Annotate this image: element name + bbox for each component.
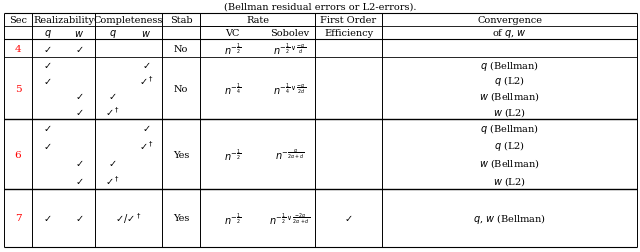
Text: $\checkmark$: $\checkmark$ [75,214,83,223]
Text: Realizability: Realizability [33,16,94,25]
Text: Rate: Rate [246,16,269,25]
Text: $\checkmark$: $\checkmark$ [44,44,52,53]
Text: First Order: First Order [321,16,376,25]
Text: $n^{-\frac{1}{2}\vee\frac{-\alpha}{d}}$: $n^{-\frac{1}{2}\vee\frac{-\alpha}{d}}$ [273,41,307,56]
Text: 6: 6 [15,150,21,159]
Text: Completeness: Completeness [94,16,163,25]
Text: $q$, $w$ (Bellman): $q$, $w$ (Bellman) [473,211,546,225]
Text: $\checkmark^\dagger$: $\checkmark^\dagger$ [139,75,154,87]
Text: $q$ (Bellman): $q$ (Bellman) [480,121,539,135]
Text: of $q$, $w$: of $q$, $w$ [492,27,527,40]
Text: $\checkmark$: $\checkmark$ [108,92,116,101]
Text: Sobolev: Sobolev [271,29,310,38]
Text: $q$ (L2): $q$ (L2) [494,139,525,153]
Text: $q$ (L2): $q$ (L2) [494,74,525,88]
Text: $\checkmark$: $\checkmark$ [44,61,52,70]
Text: 5: 5 [15,84,21,93]
Text: $n^{-\frac{1}{2}}$: $n^{-\frac{1}{2}}$ [224,147,241,162]
Text: No: No [174,44,188,53]
Text: $\checkmark$: $\checkmark$ [344,214,353,223]
Text: 7: 7 [15,214,21,223]
Text: $q$: $q$ [44,27,51,39]
Text: $w$: $w$ [74,28,84,38]
Text: $q$ (Bellman): $q$ (Bellman) [480,58,539,73]
Text: Sec: Sec [9,16,27,25]
Text: $w$ (Bellman): $w$ (Bellman) [479,157,540,170]
Text: $w$ (Bellman): $w$ (Bellman) [479,90,540,103]
Text: Stab: Stab [170,16,192,25]
Text: $\checkmark$: $\checkmark$ [141,124,150,133]
Text: $w$ (L2): $w$ (L2) [493,174,526,187]
Text: $\checkmark$: $\checkmark$ [44,141,52,150]
Text: $\checkmark/\checkmark^\dagger$: $\checkmark/\checkmark^\dagger$ [115,211,141,226]
Text: $n^{-\frac{\alpha}{2\alpha+d}}$: $n^{-\frac{\alpha}{2\alpha+d}}$ [275,147,305,162]
Text: $n^{-\frac{1}{2}}$: $n^{-\frac{1}{2}}$ [224,210,241,226]
Text: $\checkmark$: $\checkmark$ [44,214,52,223]
Text: $\checkmark$: $\checkmark$ [75,176,83,185]
Text: Convergence: Convergence [477,16,542,25]
Text: $n^{-\frac{1}{4}\vee\frac{-\alpha}{2d}}$: $n^{-\frac{1}{4}\vee\frac{-\alpha}{2d}}$ [273,81,307,97]
Text: VC: VC [225,29,240,38]
Text: (Bellman residual errors or L2-errors).: (Bellman residual errors or L2-errors). [224,3,416,11]
Text: $n^{-\frac{1}{2}}$: $n^{-\frac{1}{2}}$ [224,41,241,56]
Text: $\checkmark^\dagger$: $\checkmark^\dagger$ [105,106,120,118]
Text: 4: 4 [15,44,21,53]
Text: Efficiency: Efficiency [324,29,373,38]
Text: $w$ (L2): $w$ (L2) [493,105,526,118]
Text: $n^{-\frac{1}{2}\vee\frac{-2\alpha}{2\alpha+d}}$: $n^{-\frac{1}{2}\vee\frac{-2\alpha}{2\al… [269,210,310,226]
Text: $\checkmark$: $\checkmark$ [75,44,83,53]
Text: Yes: Yes [173,214,189,223]
Text: $\checkmark$: $\checkmark$ [44,124,52,133]
Text: $\checkmark$: $\checkmark$ [75,159,83,168]
Text: $\checkmark$: $\checkmark$ [75,92,83,101]
Text: $\checkmark$: $\checkmark$ [141,61,150,70]
Text: $\checkmark$: $\checkmark$ [108,159,116,168]
Text: $n^{-\frac{1}{4}}$: $n^{-\frac{1}{4}}$ [224,81,241,97]
Text: $q$: $q$ [109,27,116,39]
Text: $\checkmark^\dagger$: $\checkmark^\dagger$ [139,140,154,151]
Text: No: No [174,84,188,93]
Text: $w$: $w$ [141,28,151,38]
Text: Yes: Yes [173,150,189,159]
Text: $\checkmark^\dagger$: $\checkmark^\dagger$ [105,175,120,186]
Text: $\checkmark$: $\checkmark$ [44,76,52,85]
Text: $\checkmark$: $\checkmark$ [75,107,83,116]
